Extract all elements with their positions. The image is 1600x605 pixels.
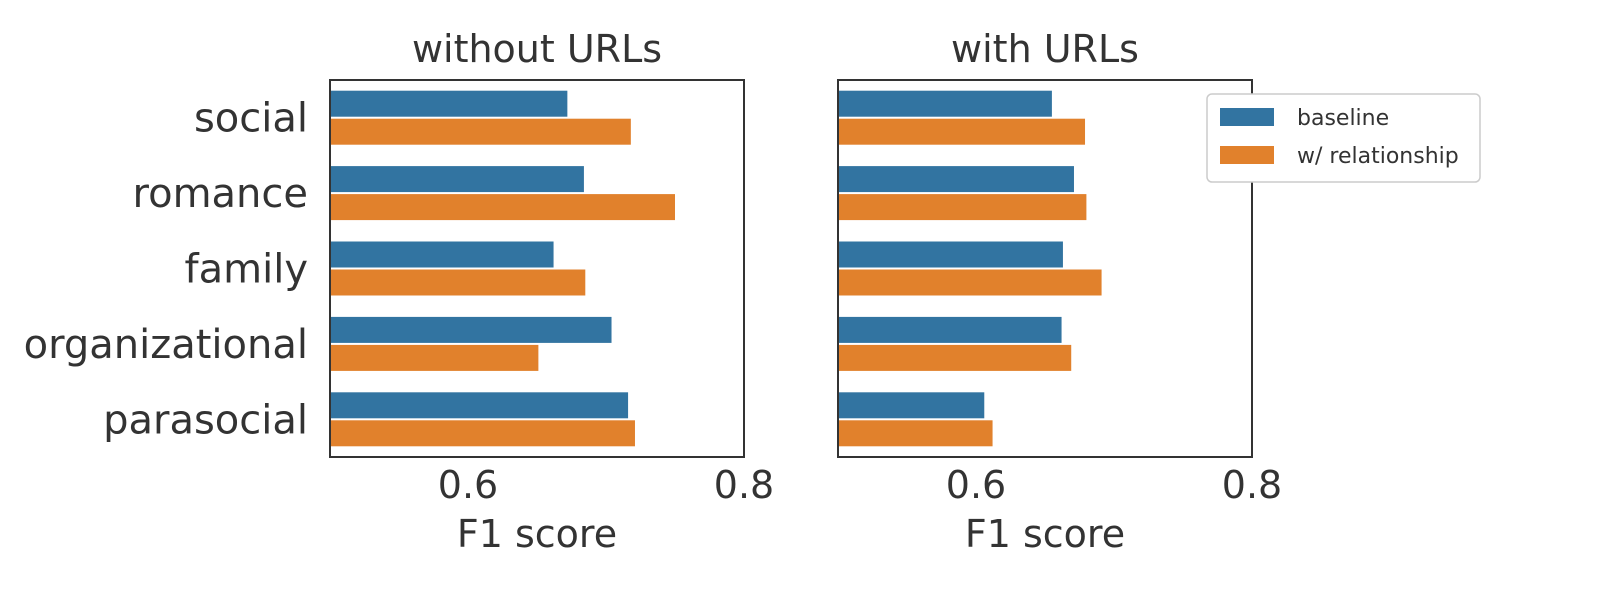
plot-frame — [837, 79, 1253, 458]
bar-baseline-parasocial — [838, 392, 985, 419]
bar-baseline-romance — [838, 166, 1074, 193]
category-label-parasocial: parasocial — [103, 397, 308, 443]
bar-w-relationship-parasocial — [330, 420, 635, 447]
category-label-romance: romance — [133, 171, 308, 217]
x-tick-label-0-6: 0.6 — [438, 463, 498, 507]
bar-w-relationship-social — [330, 118, 631, 145]
bar-w-relationship-organizational — [838, 344, 1072, 371]
bar-baseline-social — [330, 90, 568, 117]
legend: baseline w/ relationship — [1206, 93, 1481, 183]
panel-title: without URLs — [412, 27, 662, 71]
x-tick-label-0-6: 0.6 — [946, 463, 1006, 507]
category-label-family: family — [185, 247, 308, 293]
legend-swatch-w-relationship — [1220, 146, 1274, 164]
bar-baseline-organizational — [330, 316, 612, 343]
bar-w-relationship-family — [838, 269, 1102, 296]
x-axis-label: F1 score — [457, 512, 617, 556]
legend-label-baseline: baseline — [1297, 106, 1389, 131]
category-label-organizational: organizational — [24, 322, 308, 368]
bar-w-relationship-family — [330, 269, 586, 296]
bar-baseline-social — [838, 90, 1052, 117]
plot-frame — [329, 79, 745, 458]
bar-w-relationship-social — [838, 118, 1086, 145]
bar-w-relationship-romance — [330, 194, 675, 221]
bar-baseline-family — [838, 241, 1063, 268]
chart-panel-with-urls: with URLs 0.6 0.8 F1 score — [837, 27, 1282, 556]
x-axis-label: F1 score — [965, 512, 1125, 556]
bar-w-relationship-parasocial — [838, 420, 993, 447]
panel-title: with URLs — [951, 27, 1139, 71]
x-tick-label-0-8: 0.8 — [1222, 463, 1282, 507]
legend-label-w-relationship: w/ relationship — [1297, 144, 1459, 169]
legend-frame — [1206, 93, 1481, 183]
x-tick-label-0-8: 0.8 — [714, 463, 774, 507]
legend-swatch-baseline — [1220, 108, 1274, 126]
bar-w-relationship-organizational — [330, 344, 539, 371]
bar-baseline-parasocial — [330, 392, 629, 419]
bar-baseline-organizational — [838, 316, 1062, 343]
category-label-social: social — [194, 96, 308, 142]
bar-baseline-family — [330, 241, 554, 268]
bar-baseline-romance — [330, 166, 584, 193]
bar-w-relationship-romance — [838, 194, 1087, 221]
panels-layer: without URLs social romance family organizat… — [24, 27, 1283, 556]
chart-panel-without-urls: without URLs social romance family organizat… — [24, 27, 775, 556]
